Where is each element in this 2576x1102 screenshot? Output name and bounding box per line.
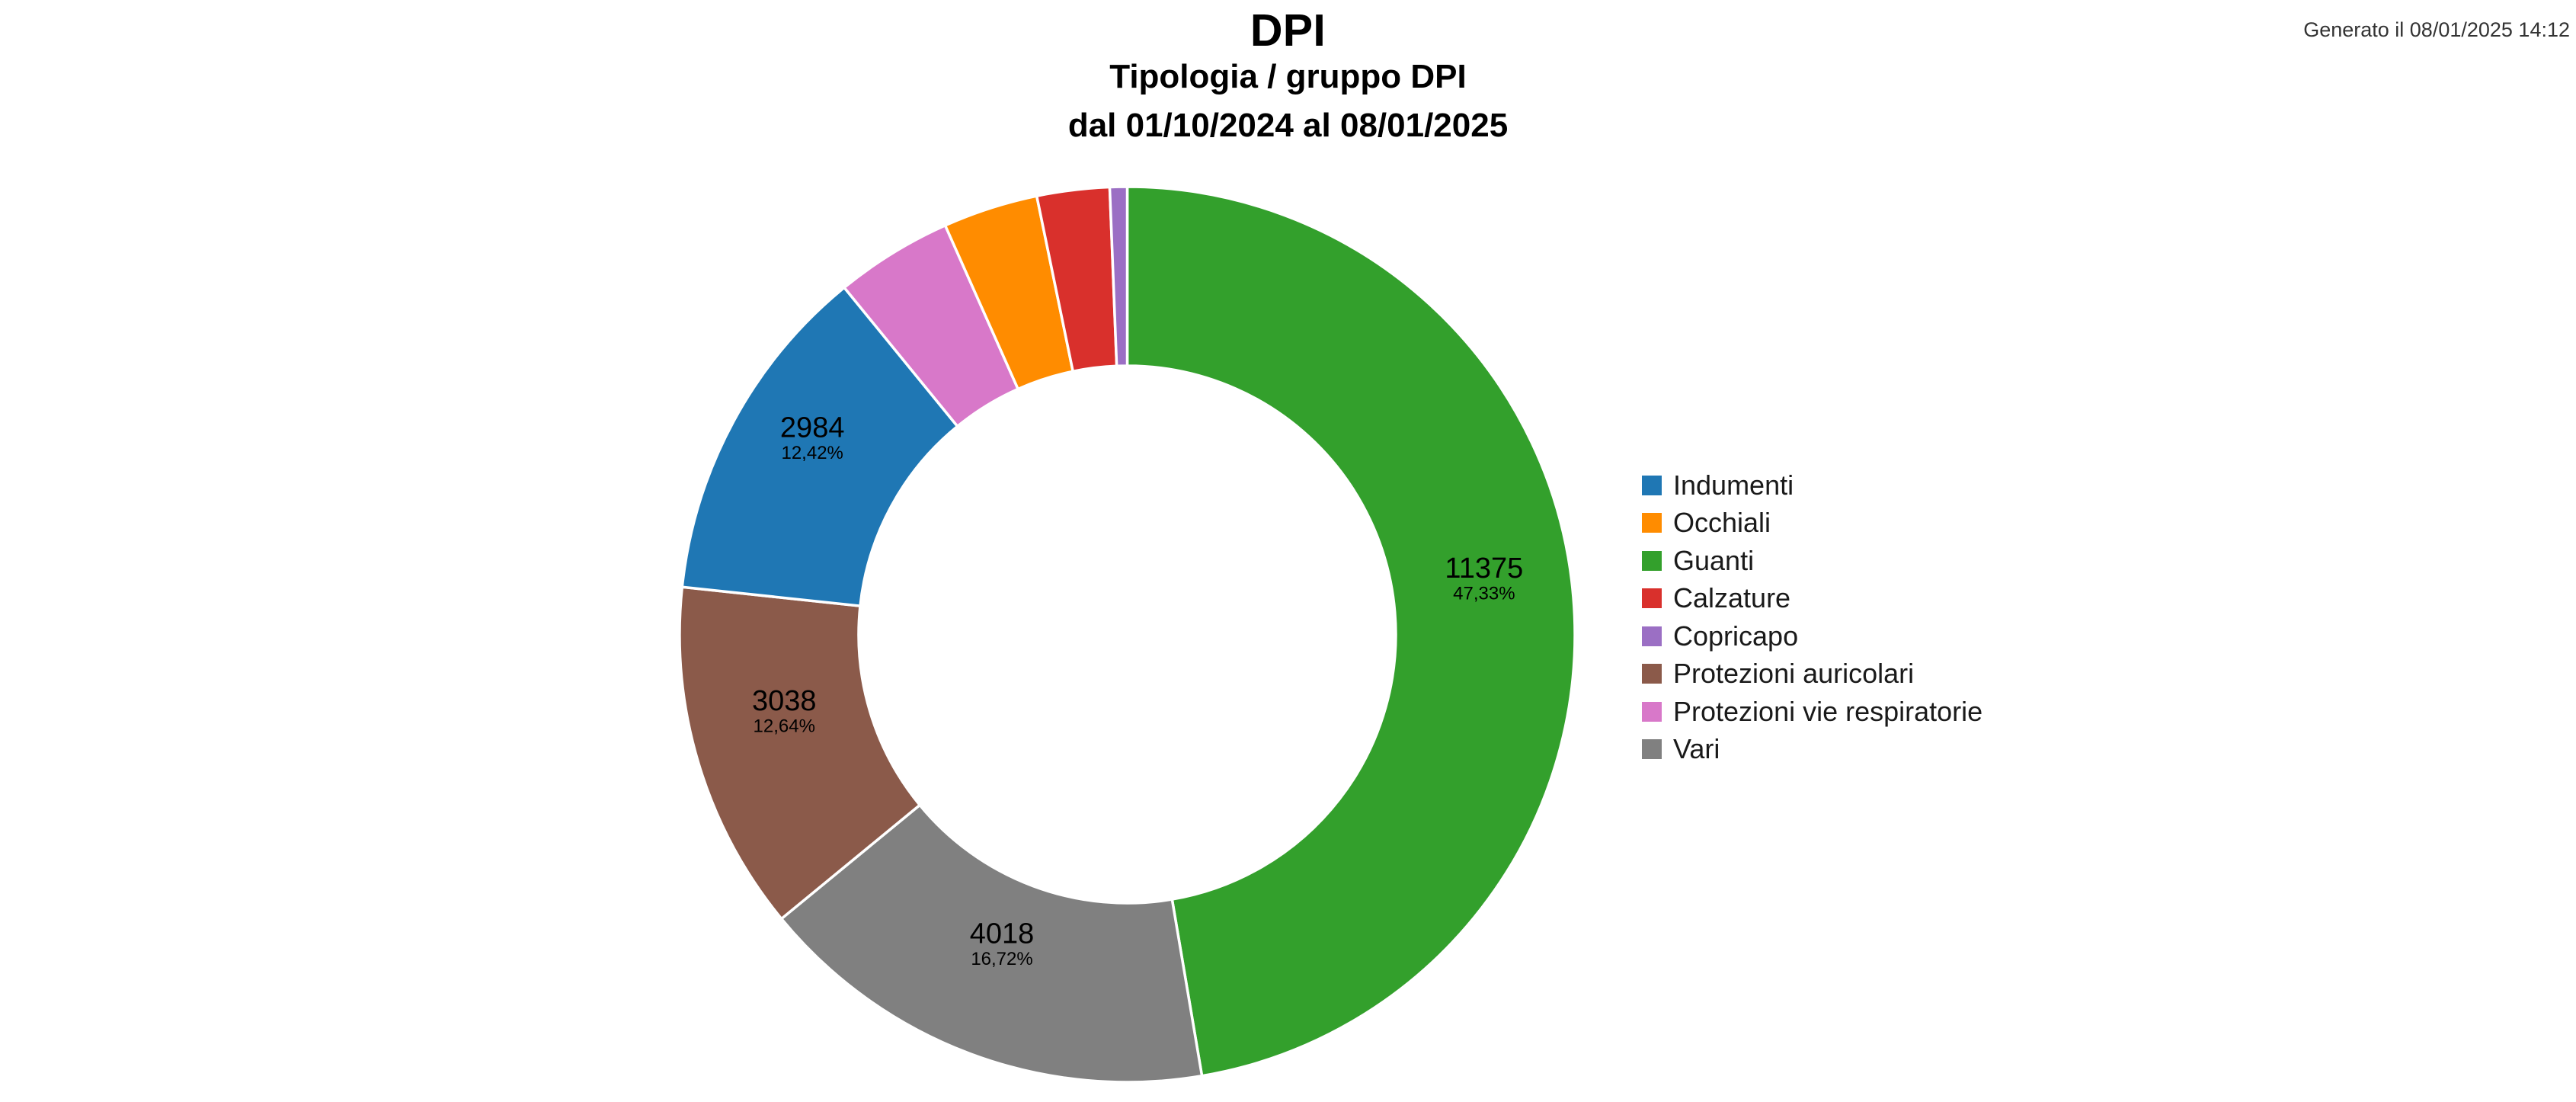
svg-text:47,33%: 47,33% xyxy=(1453,583,1515,604)
svg-text:3038: 3038 xyxy=(752,685,817,717)
svg-text:12,64%: 12,64% xyxy=(754,716,815,737)
svg-text:4018: 4018 xyxy=(970,918,1035,950)
svg-text:16,72%: 16,72% xyxy=(971,949,1032,969)
svg-text:11375: 11375 xyxy=(1445,553,1523,585)
svg-text:12,42%: 12,42% xyxy=(781,443,843,463)
svg-text:2984: 2984 xyxy=(780,412,845,444)
